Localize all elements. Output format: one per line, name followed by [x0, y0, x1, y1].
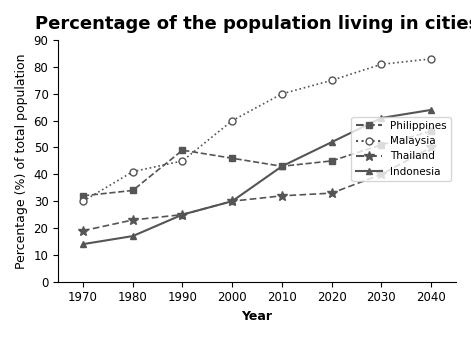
Thailand	[428, 145, 434, 149]
Indonesia	[379, 116, 384, 120]
Thailand	[229, 199, 235, 203]
Philippines	[229, 156, 235, 160]
Indonesia	[329, 140, 334, 144]
Indonesia	[229, 199, 235, 203]
Indonesia	[179, 213, 185, 217]
Line: Philippines: Philippines	[80, 128, 435, 199]
Malaysia	[279, 92, 285, 96]
Philippines	[379, 143, 384, 147]
Thailand	[179, 213, 185, 217]
Malaysia	[130, 170, 136, 174]
X-axis label: Year: Year	[242, 310, 273, 323]
Malaysia	[229, 119, 235, 123]
Philippines	[80, 194, 86, 198]
Philippines	[428, 129, 434, 134]
Thailand	[329, 191, 334, 195]
Malaysia	[379, 62, 384, 66]
Indonesia	[279, 164, 285, 168]
Line: Indonesia: Indonesia	[80, 106, 435, 248]
Thailand	[130, 218, 136, 222]
Philippines	[279, 164, 285, 168]
Malaysia	[179, 159, 185, 163]
Y-axis label: Percentage (%) of total population: Percentage (%) of total population	[15, 53, 28, 269]
Malaysia	[80, 199, 86, 203]
Philippines	[329, 159, 334, 163]
Indonesia	[428, 108, 434, 112]
Malaysia	[329, 78, 334, 82]
Indonesia	[130, 234, 136, 238]
Title: Percentage of the population living in cities: Percentage of the population living in c…	[35, 15, 471, 33]
Indonesia	[80, 242, 86, 246]
Line: Malaysia: Malaysia	[80, 55, 435, 204]
Philippines	[130, 188, 136, 192]
Legend: Philippines, Malaysia, Thailand, Indonesia: Philippines, Malaysia, Thailand, Indones…	[351, 117, 451, 181]
Malaysia	[428, 57, 434, 61]
Thailand	[379, 172, 384, 176]
Thailand	[279, 194, 285, 198]
Philippines	[179, 148, 185, 152]
Line: Thailand: Thailand	[78, 143, 436, 236]
Thailand	[80, 229, 86, 233]
